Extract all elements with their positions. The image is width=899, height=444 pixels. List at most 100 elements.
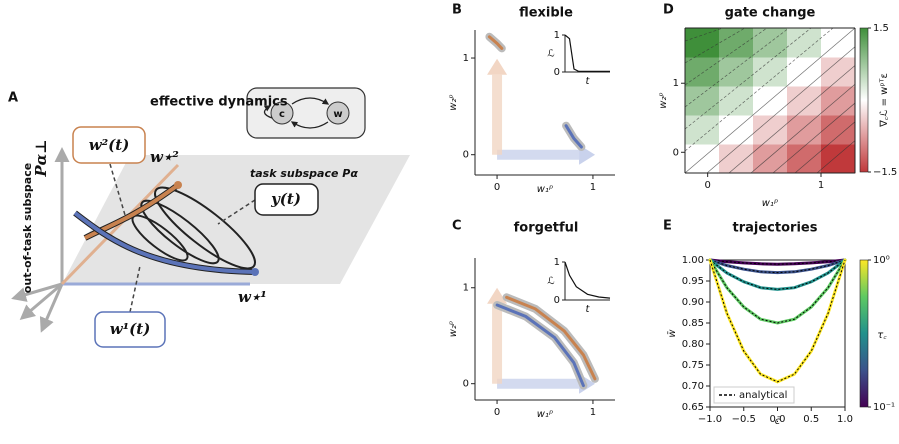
panel-letter: E xyxy=(663,219,672,234)
x-axis-label: w₁ᵖ xyxy=(537,184,553,195)
x-tick-label: 1.0 xyxy=(837,414,853,425)
chart-title: trajectories xyxy=(733,221,818,236)
y-tick-label: 0.75 xyxy=(682,360,704,371)
heatmap-cell xyxy=(787,144,822,174)
contour xyxy=(684,27,746,64)
x-tick-label: 0.0 xyxy=(770,414,786,425)
contour xyxy=(706,46,856,174)
heatmap-cell xyxy=(787,86,822,116)
colorbar xyxy=(859,259,869,408)
series-line xyxy=(487,35,504,50)
colorbar-label: ∇꜀ℒ = wᵖᵀε xyxy=(879,73,890,128)
panel-letter: A xyxy=(8,91,18,106)
axis-arrow xyxy=(39,283,64,333)
y-tick-label: 1 xyxy=(463,53,469,64)
colorbar-label: τ꜀ xyxy=(877,330,887,341)
heatmap-cell xyxy=(685,86,720,116)
perp-label: Pα⊥ xyxy=(32,139,50,177)
y-axis-label: w₂ᵖ xyxy=(448,321,459,337)
x-axis-label: c̄ xyxy=(775,416,781,427)
contour xyxy=(684,27,812,130)
analytical-line xyxy=(709,259,846,383)
y-tick-label: 0.85 xyxy=(682,318,704,329)
panel-title: effective dynamics xyxy=(150,95,288,110)
pointer xyxy=(109,163,126,216)
w1-label: w¹(t) xyxy=(110,320,151,338)
spiral-loop xyxy=(140,199,220,265)
y-tick-label: 0.95 xyxy=(682,276,704,287)
w2-label: w²(t) xyxy=(89,136,130,154)
heatmap-cell xyxy=(685,28,720,58)
node xyxy=(270,101,294,125)
y-tick-label: 0.90 xyxy=(682,297,704,308)
inset-tick-label: 0 xyxy=(554,295,560,306)
spiral xyxy=(131,186,256,270)
contour xyxy=(684,27,724,42)
y-tick-label: 1 xyxy=(463,283,469,294)
panel-letter: C xyxy=(452,219,462,234)
spiral-loop xyxy=(154,186,256,270)
series-line xyxy=(505,295,597,381)
chart-title: flexible xyxy=(519,6,573,21)
series-line xyxy=(708,258,847,291)
pointers xyxy=(109,163,256,313)
panel-letter: D xyxy=(663,3,674,18)
self-edge xyxy=(263,105,273,119)
heatmap-cell xyxy=(821,57,856,87)
contour xyxy=(816,140,856,174)
legend-label: analytical xyxy=(739,390,787,401)
y-tick-label: 0 xyxy=(463,150,469,161)
trajectory-w2 xyxy=(84,183,180,240)
heatmap-cell xyxy=(753,57,788,87)
contour xyxy=(684,27,768,86)
colorbar-tick-label: 10⁰ xyxy=(873,255,890,266)
x-axis-label: w₁ᵖ xyxy=(762,198,778,209)
contour xyxy=(684,27,834,152)
axis-arrow xyxy=(11,282,63,302)
heatmap-cell xyxy=(685,57,720,87)
x-tick-label: 1 xyxy=(590,182,596,193)
heatmap-cell xyxy=(787,28,822,58)
target-label: w⋆¹ xyxy=(238,288,267,306)
inset-x-label: t xyxy=(586,76,591,87)
x-tick-label: 0 xyxy=(494,182,500,193)
colorbar xyxy=(859,27,869,173)
panel-letter: B xyxy=(452,3,462,18)
inset-tick-label: 1 xyxy=(554,30,560,41)
endpoint xyxy=(174,181,182,189)
pointer xyxy=(129,265,141,313)
heatmap-cell xyxy=(787,115,822,145)
y-axis-label: w̄ xyxy=(667,329,678,338)
heatmap-cell xyxy=(821,144,856,174)
contour xyxy=(728,65,856,174)
loss-curve xyxy=(564,34,610,72)
y-label: y(t) xyxy=(270,190,301,208)
contour xyxy=(684,27,856,174)
heatmap-cell xyxy=(719,28,754,58)
x-tick-label: 0 xyxy=(704,180,710,191)
model-box xyxy=(246,87,366,139)
heatmap-cell xyxy=(753,115,788,145)
task-plane xyxy=(62,155,410,284)
heatmap-cell xyxy=(821,115,856,145)
y-tick-label: 0.65 xyxy=(682,402,704,413)
node xyxy=(326,101,350,125)
analytical-line xyxy=(709,259,846,324)
y-axis-label: w₂ᵖ xyxy=(658,92,669,108)
contour xyxy=(684,27,790,108)
inset-y-label: ℒ xyxy=(547,276,554,287)
pointer xyxy=(217,199,256,225)
y-tick-label: 0.70 xyxy=(682,381,704,392)
y-tick-label: 1.00 xyxy=(682,255,704,266)
target-label: w⋆² xyxy=(150,148,179,166)
inset-tick-label: 1 xyxy=(554,257,560,268)
subspace-label: task subspace Pα xyxy=(250,167,358,180)
label-box xyxy=(254,183,319,216)
analytical-line xyxy=(709,259,846,274)
node-label: w xyxy=(333,109,342,120)
chart-title: forgetful xyxy=(514,221,579,236)
contour xyxy=(750,84,856,174)
colorbar-tick-label: 1.5 xyxy=(873,23,889,34)
colorbar-tick-label: 10⁻¹ xyxy=(873,402,895,413)
